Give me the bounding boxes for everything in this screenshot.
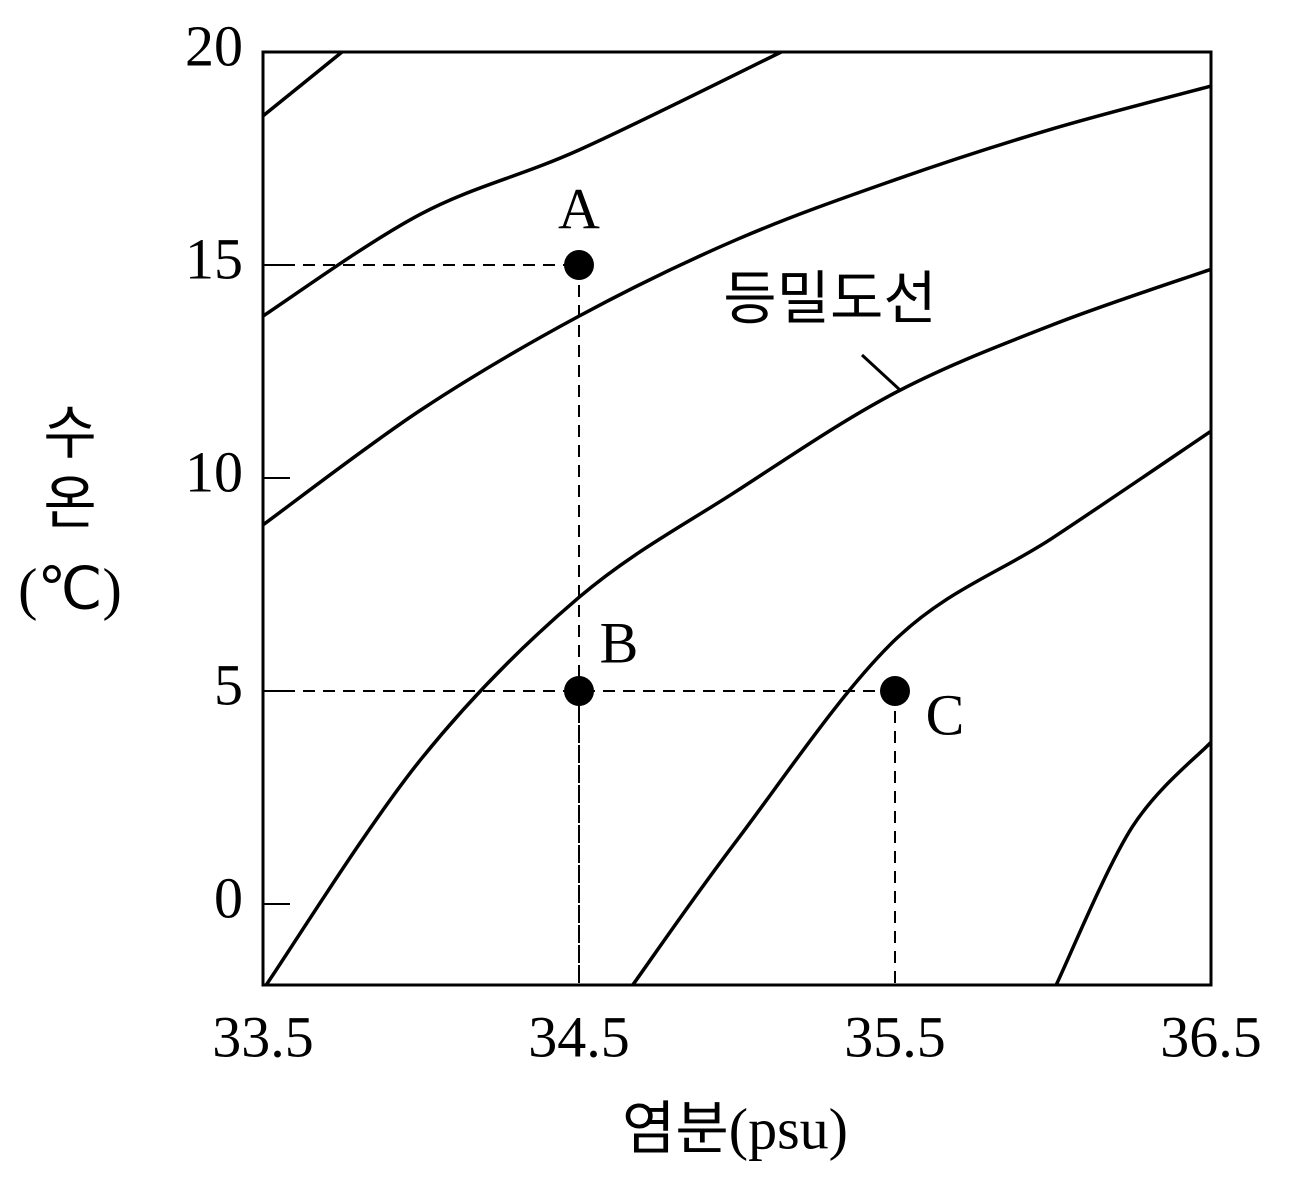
x-tick-label: 34.5 — [528, 1004, 630, 1069]
x-tick-label: 35.5 — [844, 1004, 946, 1069]
y-tick-label: 20 — [185, 13, 243, 78]
isopycnal — [631, 429, 1211, 985]
point-label: A — [558, 176, 600, 241]
y-tick-label: 5 — [214, 652, 243, 717]
y-tick-label: 0 — [214, 865, 243, 930]
y-axis-unit: (℃) — [18, 556, 122, 621]
x-tick-label: 33.5 — [212, 1004, 314, 1069]
point — [564, 250, 594, 281]
annotation-leader — [860, 353, 902, 392]
annotation: 등밀도선 — [723, 266, 936, 331]
isopycnal — [263, 84, 1211, 527]
point — [880, 676, 910, 707]
y-tick-label: 10 — [185, 439, 243, 504]
point-label: C — [926, 682, 965, 747]
point-label: B — [600, 610, 639, 675]
isopycnal — [263, 52, 783, 318]
x-axis-label: 염분(psu) — [622, 1096, 848, 1161]
isopycnal — [263, 52, 344, 118]
x-tick-label: 36.5 — [1160, 1004, 1262, 1069]
point — [564, 676, 594, 707]
y-tick-label: 15 — [185, 226, 243, 291]
isopycnal — [1054, 740, 1211, 985]
plot-frame — [261, 50, 1213, 987]
isopycnal — [264, 267, 1211, 985]
